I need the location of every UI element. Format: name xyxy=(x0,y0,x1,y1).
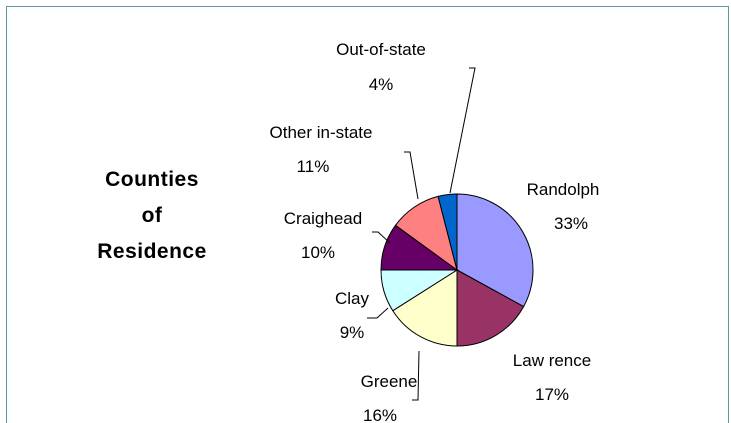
leader-line-out-of-state xyxy=(449,67,476,194)
slice-percent-randolph: 33% xyxy=(554,214,588,233)
slice-label-clay: Clay xyxy=(335,289,370,308)
pie-slice-greene xyxy=(392,269,458,347)
slice-percent-greene: 16% xyxy=(363,406,397,423)
leader-line-other-in-state xyxy=(404,151,419,200)
slice-percent-law-rence: 17% xyxy=(535,385,569,404)
slice-label-randolph: Randolph xyxy=(527,180,600,199)
pie-slice-randolph xyxy=(456,193,534,308)
leader-line-craighead xyxy=(372,231,391,244)
chart-area xyxy=(6,6,729,423)
slice-label-other-in-state: Other in-state xyxy=(270,123,373,142)
pie-slice-law-rence xyxy=(456,269,525,347)
leader-line-clay xyxy=(367,307,389,319)
slice-label-out-of-state: Out-of-state xyxy=(336,40,426,59)
leader-line-greene xyxy=(412,350,420,401)
chart-title: Counties of Residence xyxy=(97,168,207,263)
slice-label-craighead: Craighead xyxy=(284,209,362,228)
slice-percent-out-of-state: 4% xyxy=(369,75,394,94)
slice-percent-craighead: 10% xyxy=(301,243,335,262)
slice-percent-other-in-state: 11% xyxy=(297,157,330,176)
slice-percent-clay: 9% xyxy=(340,323,365,342)
slice-label-greene: Greene xyxy=(361,372,418,391)
slice-label-law-rence: Law rence xyxy=(513,351,591,370)
pie-slice-out-of-state xyxy=(437,193,458,271)
